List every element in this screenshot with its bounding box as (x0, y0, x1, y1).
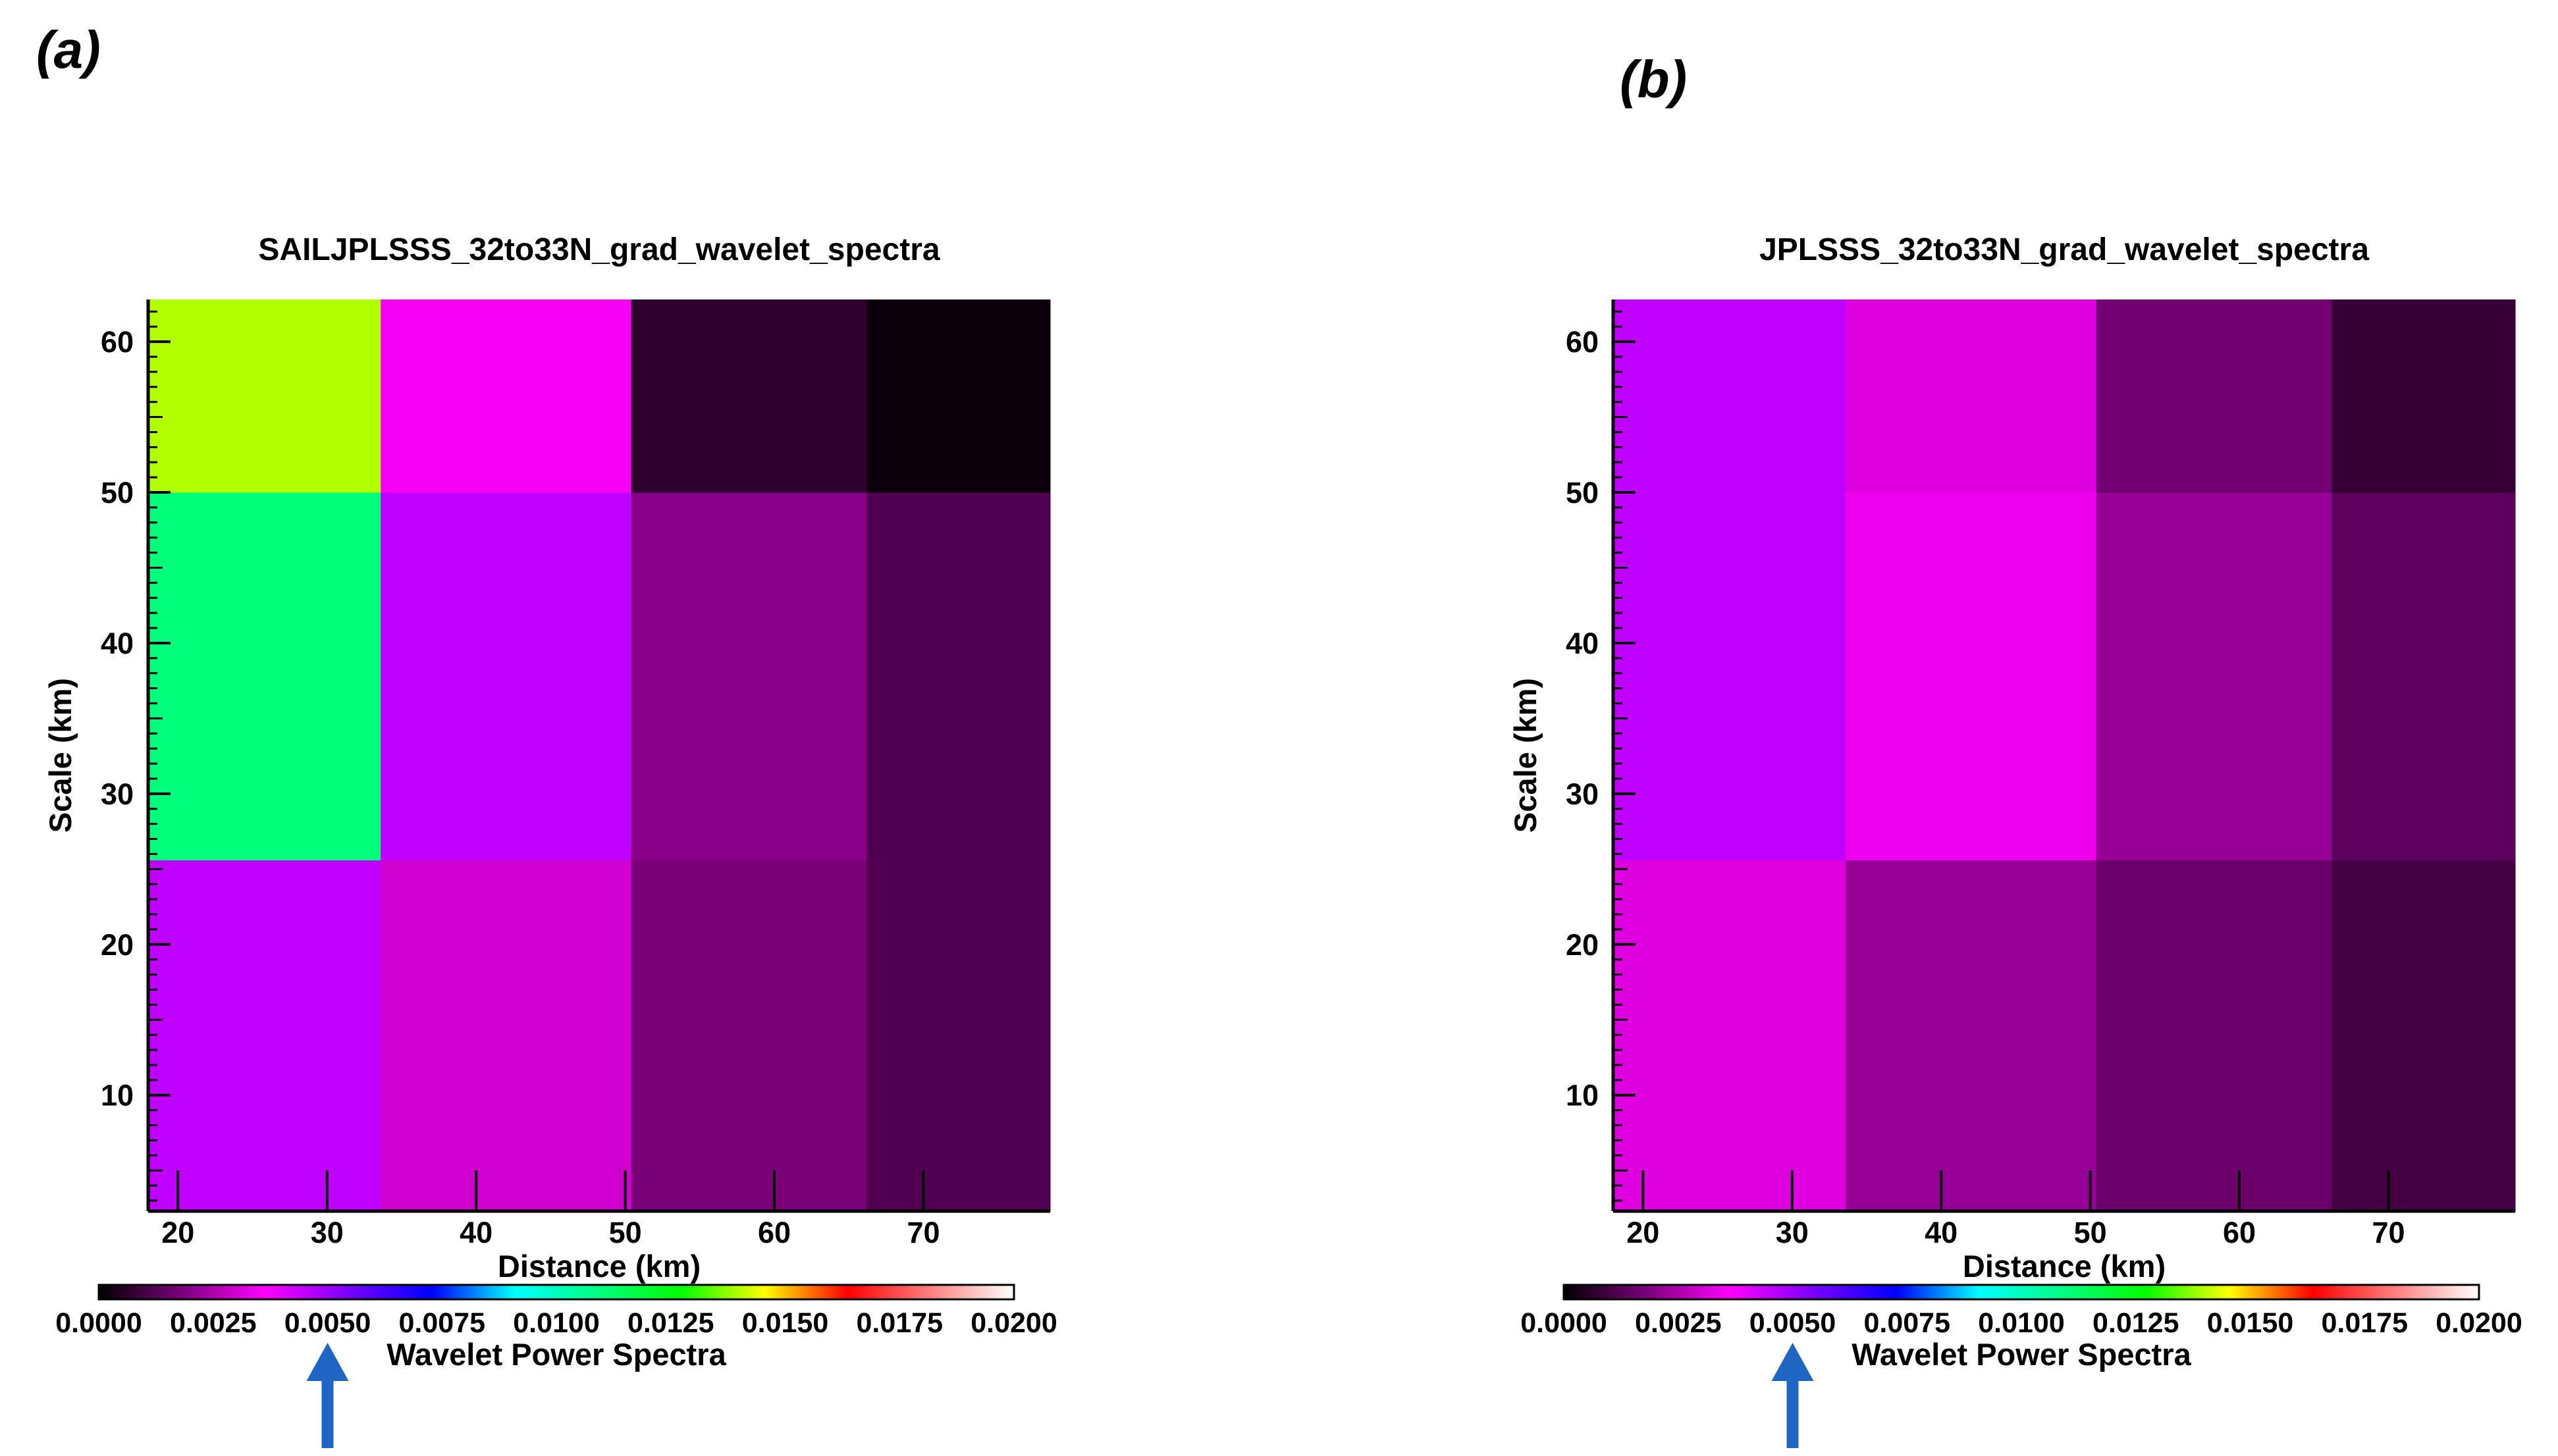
x-tick-label: 40 (460, 1216, 493, 1249)
x-tick-label: 50 (2074, 1216, 2107, 1249)
x-tick-label: 30 (311, 1216, 344, 1249)
heatmap-cell-r0-c3 (866, 860, 1051, 1212)
heatmap-cell-r1-c1 (381, 492, 632, 861)
heatmap-cell-r1-c3 (866, 492, 1051, 861)
heatmap-cell-r1-c0 (148, 492, 381, 861)
heatmap-cell-r1-c0 (1613, 492, 1846, 861)
y-tick-label: 40 (1566, 627, 1599, 660)
heatmap-cell-r2-c1 (1846, 299, 2097, 493)
heatmap-chart-a: SAILJPLSSS_32to33N_grad_wavelet_spectra 1… (43, 232, 1057, 1448)
heatmap-cells (1613, 299, 2516, 1212)
x-axis-label: Distance (km) (1963, 1249, 2166, 1284)
heatmap-cell-r2-c2 (631, 299, 867, 493)
y-axis-label: Scale (km) (43, 678, 78, 833)
y-tick-label: 20 (101, 928, 134, 962)
colorbar-tick-label: 0.0175 (2321, 1307, 2408, 1339)
heatmap-cell-r2-c3 (2332, 299, 2516, 493)
colorbar-tick-label: 0.0075 (398, 1307, 485, 1339)
colorbar-tick-label: 0.0200 (971, 1307, 1057, 1339)
heatmap-cell-r1-c2 (2096, 492, 2332, 861)
colorbar (97, 1284, 1015, 1301)
y-tick-label: 30 (1566, 777, 1599, 811)
y-tick-label: 50 (1566, 476, 1599, 509)
heatmap-cell-r2-c3 (866, 299, 1051, 493)
arrow-shaft (321, 1376, 334, 1448)
colorbar-tick-label: 0.0050 (284, 1307, 371, 1339)
x-tick-label: 20 (161, 1216, 194, 1249)
y-tick-label: 50 (101, 476, 134, 509)
colorbar-tick-label: 0.0025 (170, 1307, 257, 1339)
annotation-arrow (1771, 1343, 1814, 1448)
heatmap-cell-r0-c0 (1613, 860, 1846, 1212)
heatmap-cell-r1-c3 (2332, 492, 2516, 861)
colorbar-tick-label: 0.0100 (513, 1307, 600, 1339)
chart-title: JPLSSS_32to33N_grad_wavelet_spectra (1759, 232, 2369, 267)
heatmap-cell-r0-c2 (631, 860, 867, 1212)
y-tick-label: 10 (101, 1079, 134, 1112)
x-tick-label: 70 (2372, 1216, 2405, 1249)
colorbar-tick-label: 0.0100 (1978, 1307, 2065, 1339)
colorbar-tick-label: 0.0050 (1749, 1307, 1836, 1339)
colorbar-tick-label: 0.0025 (1635, 1307, 1722, 1339)
x-tick-label: 70 (907, 1216, 940, 1249)
heatmap-cell-r1-c2 (631, 492, 867, 861)
x-tick-label: 20 (1626, 1216, 1659, 1249)
arrow-head (1771, 1343, 1814, 1381)
heatmap-cell-r2-c1 (381, 299, 632, 493)
colorbar (1562, 1284, 2480, 1301)
heatmap-cell-r0-c1 (381, 860, 632, 1212)
y-tick-label: 10 (1566, 1079, 1599, 1112)
chart-title: SAILJPLSSS_32to33N_grad_wavelet_spectra (258, 232, 940, 267)
y-tick-label: 60 (1566, 325, 1599, 359)
y-tick-label: 30 (101, 777, 134, 811)
x-tick-label: 40 (1925, 1216, 1958, 1249)
x-tick-label: 60 (758, 1216, 791, 1249)
colorbar-tick-label: 0.0175 (856, 1307, 943, 1339)
heatmap-cell-r0-c1 (1846, 860, 2097, 1212)
panel-label-b: (b) (1620, 50, 1688, 109)
colorbar-tick-label: 0.0125 (2092, 1307, 2179, 1339)
y-tick-label: 20 (1566, 928, 1599, 962)
x-tick-label: 50 (609, 1216, 642, 1249)
annotation-arrow (306, 1343, 349, 1448)
y-axis-label: Scale (km) (1508, 678, 1543, 833)
heatmap-cell-r0-c3 (2332, 860, 2516, 1212)
x-tick-label: 60 (2223, 1216, 2256, 1249)
arrow-shaft (1786, 1376, 1799, 1448)
colorbar-tick-label: 0.0075 (1863, 1307, 1950, 1339)
colorbar-tick-label: 0.0150 (742, 1307, 829, 1339)
heatmap-cell-r0-c0 (148, 860, 381, 1212)
heatmap-cell-r1-c1 (1846, 492, 2097, 861)
x-axis-label: Distance (km) (498, 1249, 701, 1284)
panel-label-a: (a) (36, 20, 101, 79)
y-tick-label: 60 (101, 325, 134, 359)
heatmap-cells (148, 299, 1051, 1212)
heatmap-cell-r0-c2 (2096, 860, 2332, 1212)
heatmap-cell-r2-c0 (148, 299, 381, 493)
x-tick-label: 30 (1776, 1216, 1809, 1249)
heatmap-cell-r2-c0 (1613, 299, 1846, 493)
y-tick-label: 40 (101, 627, 134, 660)
colorbar-tick-label: 0.0150 (2207, 1307, 2294, 1339)
colorbar-label: Wavelet Power Spectra (1852, 1337, 2191, 1372)
colorbar-tick-label: 0.0200 (2436, 1307, 2522, 1339)
colorbar-tick-label: 0.0125 (627, 1307, 714, 1339)
colorbar-label: Wavelet Power Spectra (386, 1337, 726, 1372)
colorbar-tick-label: 0.0000 (1520, 1307, 1607, 1339)
heatmap-chart-b: JPLSSS_32to33N_grad_wavelet_spectra 10 20 3… (1508, 232, 2522, 1448)
colorbar-tick-label: 0.0000 (55, 1307, 142, 1339)
heatmap-cell-r2-c2 (2096, 299, 2332, 493)
arrow-head (306, 1343, 349, 1381)
